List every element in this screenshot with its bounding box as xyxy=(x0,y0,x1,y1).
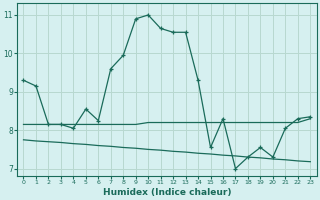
X-axis label: Humidex (Indice chaleur): Humidex (Indice chaleur) xyxy=(103,188,231,197)
